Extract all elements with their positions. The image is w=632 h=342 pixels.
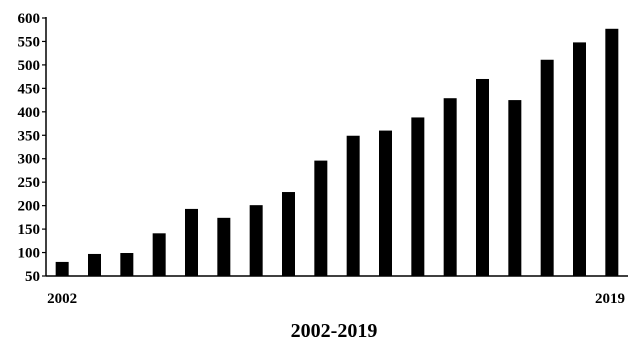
bar-2009 <box>282 192 295 276</box>
y-axis-ticks: 50 100 150 200 250 300 350 400 450 500 550 600 <box>18 11 46 285</box>
y-tick-label: 350 <box>18 128 41 144</box>
bar-2016 <box>508 100 522 276</box>
bars <box>55 28 619 277</box>
y-tick-label: 600 <box>18 11 41 27</box>
bar-2010 <box>314 160 328 276</box>
y-tick-label: 150 <box>18 222 41 238</box>
bar-2003 <box>88 253 101 276</box>
bar-2008 <box>249 205 263 276</box>
bar-2014 <box>443 98 457 277</box>
bar-2013 <box>411 117 425 277</box>
bar-2018 <box>573 42 586 276</box>
y-tick-label: 250 <box>18 175 41 191</box>
bar-2004 <box>120 253 134 276</box>
bar-2019 <box>605 28 619 276</box>
x-axis-title: 2002-2019 <box>291 320 378 342</box>
bar-2012 <box>379 130 392 276</box>
y-tick-label: 450 <box>18 81 41 97</box>
y-tick-label: 50 <box>25 269 40 285</box>
bar-2007 <box>217 217 231 276</box>
y-tick-label: 100 <box>18 246 41 262</box>
bar-2015 <box>476 78 489 277</box>
bar-2006 <box>185 208 198 276</box>
y-tick-label: 300 <box>18 152 41 168</box>
bar-2017 <box>540 59 554 277</box>
bar-2011 <box>346 135 360 276</box>
y-tick-label: 400 <box>18 105 41 121</box>
x-tick-label-first: 2002 <box>47 291 77 307</box>
y-tick-label: 200 <box>18 199 41 215</box>
y-tick-label: 500 <box>18 58 41 74</box>
x-tick-label-last: 2019 <box>595 291 625 307</box>
bar-2005 <box>152 233 166 276</box>
y-tick-label: 550 <box>18 34 41 50</box>
bar-2002 <box>55 261 69 276</box>
